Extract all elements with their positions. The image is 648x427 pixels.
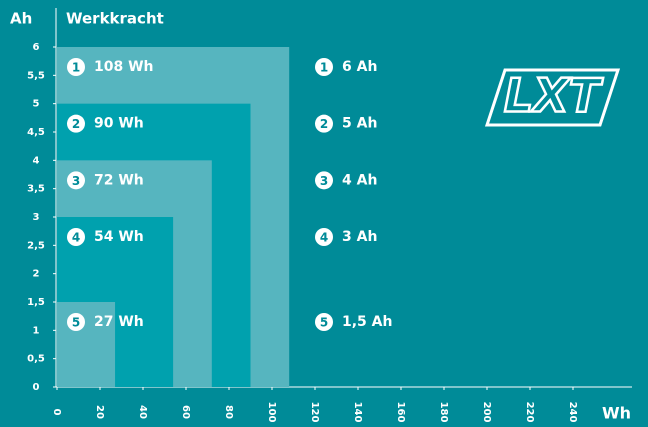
chart-title: Werkkracht (66, 10, 164, 28)
number-badge (315, 171, 333, 190)
battery-label: 6 Ah (342, 59, 377, 75)
number-badge (67, 228, 85, 246)
battery-label: 54 Wh (94, 229, 144, 245)
badge-number: 4 (72, 231, 80, 245)
battery-label: 72 Wh (94, 172, 144, 188)
battery-label: 5 Ah (342, 116, 377, 132)
battery-label: 108 Wh (94, 59, 154, 75)
number-badge (67, 171, 85, 190)
y-tick-label: 2,5 (27, 240, 45, 251)
x-tick-label: 200 (481, 402, 492, 423)
x-tick-label: 60 (180, 405, 191, 419)
x-tick-label: 180 (438, 402, 449, 423)
badge-number: 1 (320, 61, 328, 75)
battery-label: 1,5 Ah (342, 314, 392, 330)
logo-frame (484, 68, 621, 127)
x-tick-label: 240 (567, 402, 578, 423)
x-tick-label: 0 (51, 409, 62, 416)
y-tick-label: 6 (33, 42, 40, 53)
battery-label: 4 Ah (342, 172, 377, 188)
x-tick-label: 160 (395, 402, 406, 423)
y-axis-label: Ah (10, 10, 32, 28)
x-tick-label: 100 (266, 402, 277, 423)
badge-number: 1 (72, 61, 80, 75)
number-badge (67, 313, 85, 331)
logo: LXT (484, 67, 621, 127)
badge-number: 3 (72, 174, 80, 188)
number-badge (315, 114, 333, 133)
number-badge (315, 228, 333, 246)
y-tick-label: 3,5 (27, 184, 45, 195)
badge-number: 2 (320, 117, 328, 131)
number-badge (315, 313, 333, 331)
y-tick-label: 4,5 (27, 127, 45, 138)
y-tick-label: 5 (33, 99, 40, 110)
x-tick-label: 80 (223, 405, 234, 419)
battery-area (57, 302, 116, 387)
y-tick-label: 3 (33, 212, 40, 223)
badge-number: 3 (320, 174, 328, 188)
x-tick-label: 120 (309, 402, 320, 423)
logo-text: LXT (504, 69, 604, 123)
battery-label: 3 Ah (342, 229, 377, 245)
battery-label: 27 Wh (94, 314, 144, 330)
badge-number: 5 (72, 316, 80, 330)
number-badge (315, 58, 333, 76)
y-tick-label: 1,5 (27, 297, 45, 308)
battery-label: 90 Wh (94, 116, 144, 132)
y-tick-label: 4 (33, 155, 40, 166)
y-tick-label: 0,5 (27, 354, 45, 365)
x-tick-label: 140 (352, 402, 363, 423)
x-tick-label: 40 (137, 405, 148, 419)
badge-number: 2 (72, 117, 80, 131)
badge-number: 4 (320, 231, 328, 245)
y-tick-label: 5,5 (27, 70, 45, 81)
y-tick-label: 1 (33, 325, 40, 336)
x-tick-label: 20 (94, 405, 105, 419)
x-tick-label: 220 (524, 402, 535, 423)
x-axis-label: Wh (602, 404, 631, 423)
number-badge (67, 114, 85, 133)
y-tick-label: 2 (33, 269, 40, 280)
badge-number: 5 (320, 316, 328, 330)
y-tick-label: 0 (33, 382, 40, 393)
number-badge (67, 58, 85, 76)
